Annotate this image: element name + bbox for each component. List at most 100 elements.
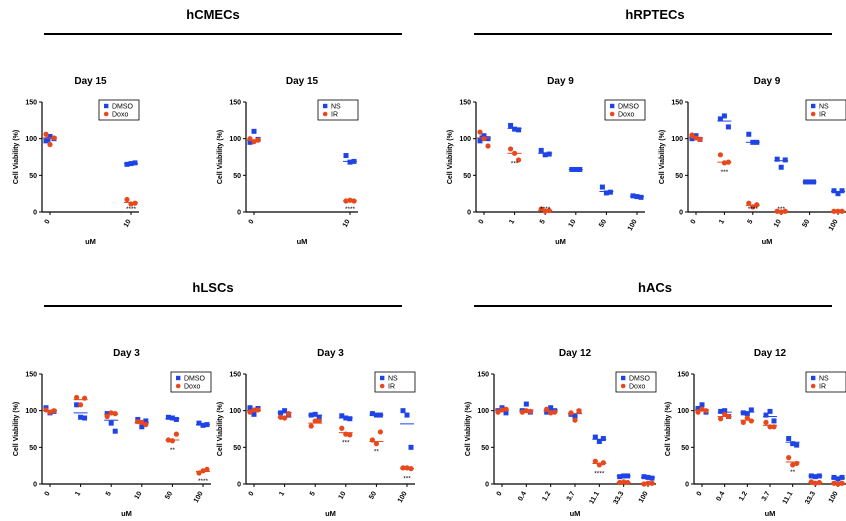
x-axis-label: uM [121, 509, 132, 518]
y-tick-label: 50 [29, 173, 37, 180]
y-axis-label: Cell Viability (%) [217, 130, 224, 184]
x-tick-label: 100 [828, 490, 840, 504]
legend-label: IR [819, 384, 826, 391]
y-tick-label: 100 [459, 136, 471, 143]
data-point-square [748, 407, 754, 413]
y-tick-label: 0 [685, 482, 689, 489]
x-tick-label: 0 [496, 490, 504, 497]
significance-marker: **** [126, 206, 137, 213]
significance-marker: ** [374, 448, 380, 455]
data-point-square [78, 414, 84, 420]
section-title-hcmecs: hCMECs [186, 7, 240, 22]
data-point-circle [128, 201, 134, 207]
legend-label: Doxo [112, 112, 128, 119]
chart-title: Day 15 [286, 76, 319, 87]
data-point-square [347, 159, 353, 165]
data-point-circle [693, 135, 699, 141]
data-point-circle [831, 480, 837, 486]
data-point-square [251, 411, 257, 417]
data-point-circle [343, 198, 349, 204]
legend-marker-circle [322, 111, 328, 117]
data-point-square [343, 153, 349, 159]
data-point-square [251, 128, 257, 134]
data-point-circle [600, 460, 606, 466]
x-tick-label: 1 [718, 218, 726, 225]
legend-marker-square [811, 375, 816, 381]
data-point-circle [347, 432, 353, 438]
y-axis-label: Cell Viability (%) [13, 402, 20, 456]
y-tick-label: 0 [467, 210, 471, 217]
data-point-circle [112, 411, 118, 417]
data-point-circle [596, 462, 602, 468]
x-axis-label: uM [297, 237, 308, 246]
data-point-square [503, 410, 509, 416]
x-tick-label: 5 [105, 490, 113, 497]
data-point-square [592, 434, 598, 440]
legend-label: DMSO [112, 104, 134, 111]
data-point-square [607, 189, 613, 195]
data-point-square [835, 191, 841, 197]
x-tick-label: 3.7 [566, 490, 577, 502]
legend-marker-circle [810, 383, 816, 389]
data-point-square [104, 411, 110, 417]
data-point-circle [794, 460, 800, 467]
data-point-circle [377, 429, 383, 435]
legend-label: NS [331, 104, 341, 111]
significance-marker: *** [777, 206, 785, 213]
data-point-circle [542, 208, 548, 214]
legend-label: NS [819, 376, 829, 383]
data-point-square [200, 422, 206, 428]
data-point-circle [169, 438, 175, 444]
x-tick-label: 100 [828, 218, 840, 232]
data-point-circle [568, 410, 574, 416]
data-point-square [839, 188, 845, 194]
data-point-circle [351, 198, 357, 204]
y-tick-label: 100 [229, 136, 241, 143]
data-point-square [247, 139, 253, 145]
data-point-circle [78, 402, 84, 408]
chart-title: Day 9 [754, 76, 781, 87]
y-axis-label: Cell Viability (%) [465, 402, 472, 456]
data-point-circle [343, 431, 349, 437]
data-point-square [649, 475, 655, 481]
data-point-square [538, 147, 544, 153]
x-tick-label: 0 [248, 490, 256, 497]
data-point-square [204, 422, 210, 428]
data-point-square [621, 473, 627, 479]
data-point-circle [546, 207, 552, 214]
data-point-square [282, 408, 288, 414]
data-point-square [542, 152, 548, 158]
data-point-square [139, 424, 145, 430]
x-tick-label: 0 [478, 218, 486, 225]
chart-title: Day 15 [74, 76, 107, 87]
data-point-circle [173, 431, 179, 437]
data-point-circle [538, 206, 544, 212]
data-point-circle [108, 410, 114, 416]
data-point-circle [763, 419, 769, 425]
data-point-circle [104, 413, 110, 420]
data-point-circle [523, 408, 529, 414]
data-point-square [750, 139, 756, 145]
legend-label: IR [819, 112, 826, 119]
data-point-circle [748, 418, 754, 424]
legend-box [317, 99, 359, 121]
x-tick-label: 5 [539, 218, 547, 225]
data-point-circle [251, 407, 257, 413]
data-point-square [400, 408, 406, 414]
legend-marker-square [811, 103, 816, 109]
data-point-square [573, 166, 579, 172]
legend-label: DMSO [184, 376, 206, 383]
x-tick-label: 0 [44, 490, 52, 497]
data-point-circle [617, 479, 623, 486]
data-point-circle [527, 408, 533, 414]
data-point-circle [782, 208, 788, 214]
data-point-square [548, 405, 554, 411]
data-point-circle [697, 136, 703, 142]
significance-marker: **** [748, 206, 759, 213]
data-point-square [645, 474, 651, 480]
data-point-circle [165, 437, 171, 443]
y-tick-label: 150 [477, 372, 489, 379]
x-tick-label: 10 [134, 490, 144, 500]
data-point-square [124, 161, 130, 167]
data-point-square [477, 138, 483, 144]
